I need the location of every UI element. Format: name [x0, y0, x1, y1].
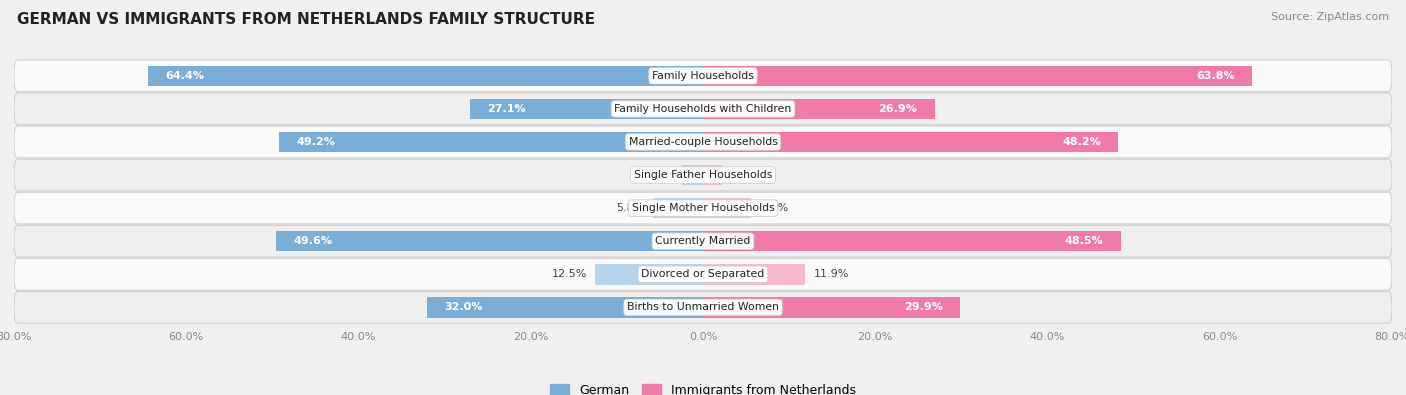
Text: Family Households with Children: Family Households with Children	[614, 104, 792, 114]
Bar	[703, 264, 806, 284]
Bar	[703, 66, 1253, 86]
Bar	[703, 132, 1118, 152]
Text: 11.9%: 11.9%	[814, 269, 849, 279]
Text: GERMAN VS IMMIGRANTS FROM NETHERLANDS FAMILY STRUCTURE: GERMAN VS IMMIGRANTS FROM NETHERLANDS FA…	[17, 12, 595, 27]
Bar	[595, 264, 703, 284]
Text: Currently Married: Currently Married	[655, 236, 751, 246]
Bar	[276, 231, 703, 252]
Bar	[427, 297, 703, 318]
FancyBboxPatch shape	[14, 292, 1392, 323]
Text: Single Mother Households: Single Mother Households	[631, 203, 775, 213]
FancyBboxPatch shape	[14, 60, 1392, 92]
Legend: German, Immigrants from Netherlands: German, Immigrants from Netherlands	[546, 379, 860, 395]
Text: 48.2%: 48.2%	[1062, 137, 1101, 147]
Bar	[470, 99, 703, 119]
Text: 12.5%: 12.5%	[551, 269, 586, 279]
Text: 63.8%: 63.8%	[1197, 71, 1236, 81]
Text: 29.9%: 29.9%	[904, 302, 943, 312]
Bar	[652, 198, 703, 218]
FancyBboxPatch shape	[14, 258, 1392, 290]
Text: 5.8%: 5.8%	[616, 203, 644, 213]
Text: Married-couple Households: Married-couple Households	[628, 137, 778, 147]
Bar	[149, 66, 703, 86]
Text: Family Households: Family Households	[652, 71, 754, 81]
Text: 48.5%: 48.5%	[1064, 236, 1104, 246]
Bar	[682, 165, 703, 185]
FancyBboxPatch shape	[14, 126, 1392, 158]
Bar	[703, 198, 751, 218]
FancyBboxPatch shape	[14, 93, 1392, 125]
Text: Single Father Households: Single Father Households	[634, 170, 772, 180]
Text: 64.4%: 64.4%	[166, 71, 205, 81]
Text: 5.6%: 5.6%	[759, 203, 789, 213]
Text: Source: ZipAtlas.com: Source: ZipAtlas.com	[1271, 12, 1389, 22]
Text: 49.6%: 49.6%	[292, 236, 332, 246]
Bar	[703, 297, 960, 318]
Text: 49.2%: 49.2%	[297, 137, 336, 147]
Bar	[703, 231, 1121, 252]
FancyBboxPatch shape	[14, 159, 1392, 191]
Text: 32.0%: 32.0%	[444, 302, 484, 312]
FancyBboxPatch shape	[14, 192, 1392, 224]
Text: Divorced or Separated: Divorced or Separated	[641, 269, 765, 279]
Text: 26.9%: 26.9%	[879, 104, 918, 114]
Bar	[703, 99, 935, 119]
Bar	[703, 165, 721, 185]
FancyBboxPatch shape	[14, 225, 1392, 257]
Text: 2.4%: 2.4%	[645, 170, 673, 180]
Text: Births to Unmarried Women: Births to Unmarried Women	[627, 302, 779, 312]
Text: 2.2%: 2.2%	[731, 170, 759, 180]
Bar	[280, 132, 703, 152]
Text: 27.1%: 27.1%	[486, 104, 526, 114]
